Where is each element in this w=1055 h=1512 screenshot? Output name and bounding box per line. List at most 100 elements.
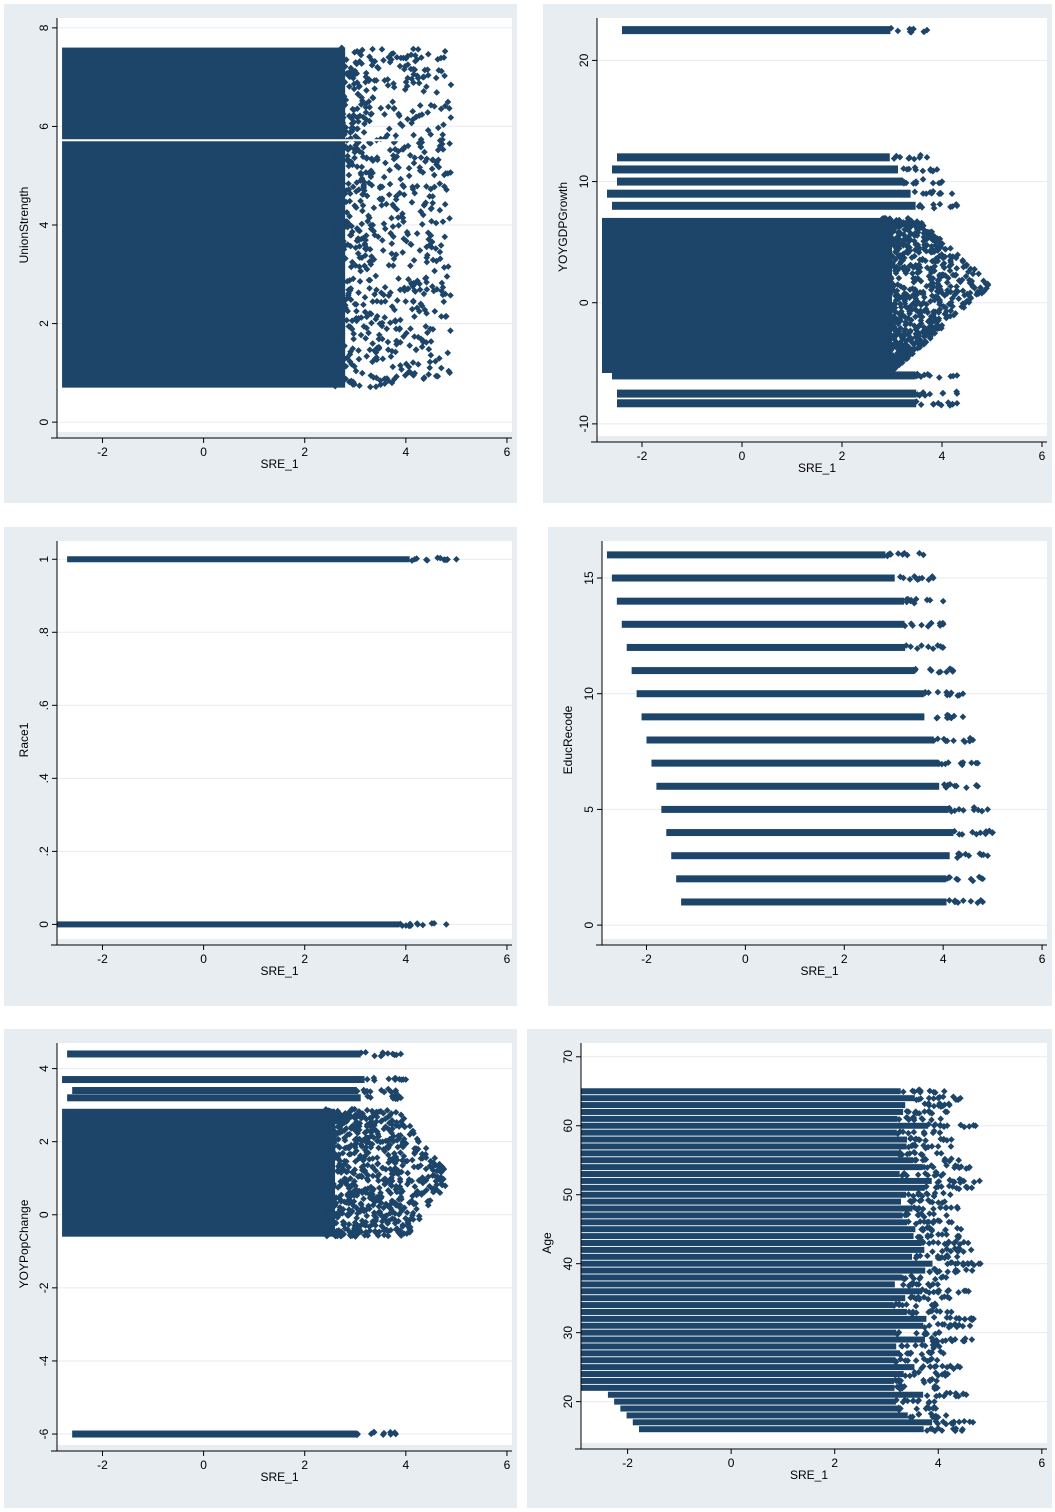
data-point xyxy=(354,1205,361,1213)
data-point xyxy=(369,358,376,366)
data-point xyxy=(337,359,345,367)
data-point xyxy=(388,303,396,310)
data-point xyxy=(385,1126,393,1133)
data-point xyxy=(903,1342,911,1350)
data-point xyxy=(968,1267,976,1274)
y-tick-label: 2 xyxy=(37,320,51,327)
data-band xyxy=(581,1253,913,1260)
data-point xyxy=(422,1177,430,1184)
data-point xyxy=(391,145,399,153)
data-point xyxy=(363,265,371,273)
data-point xyxy=(916,154,923,161)
data-point xyxy=(893,344,901,352)
data-point xyxy=(418,220,426,228)
data-point xyxy=(939,389,947,397)
data-point xyxy=(383,200,390,208)
data-point xyxy=(354,90,362,98)
data-point xyxy=(978,807,986,815)
data-point xyxy=(438,313,445,320)
data-point xyxy=(352,301,360,308)
data-point xyxy=(942,1412,950,1419)
data-point xyxy=(949,1425,957,1433)
data-point xyxy=(384,1232,392,1240)
data-point xyxy=(329,1213,337,1220)
data-point xyxy=(882,295,890,303)
data-point xyxy=(370,1209,378,1217)
data-point xyxy=(404,1219,412,1226)
data-point xyxy=(385,53,393,61)
data-point xyxy=(404,1180,411,1188)
data-point xyxy=(934,714,941,721)
data-point xyxy=(335,104,342,112)
data-point xyxy=(392,1122,400,1129)
data-point xyxy=(370,1428,378,1436)
data-point xyxy=(378,1212,385,1220)
data-band xyxy=(581,1164,923,1171)
data-band xyxy=(581,1115,898,1122)
data-point xyxy=(371,58,379,65)
data-point xyxy=(898,1342,906,1350)
data-point xyxy=(348,222,355,230)
data-point xyxy=(379,237,386,244)
data-point xyxy=(328,1123,336,1130)
data-point xyxy=(936,1392,943,1399)
data-band xyxy=(72,1430,357,1438)
data-point xyxy=(399,1223,407,1230)
data-point xyxy=(355,1108,363,1115)
data-point xyxy=(431,183,438,191)
data-point xyxy=(394,1143,402,1151)
data-point xyxy=(957,1121,965,1129)
data-point xyxy=(955,1418,963,1426)
data-point xyxy=(357,1049,365,1057)
data-point xyxy=(903,1350,911,1357)
data-point xyxy=(977,829,984,837)
data-point xyxy=(422,323,430,330)
data-point xyxy=(349,275,357,283)
data-point xyxy=(924,1252,931,1260)
data-point xyxy=(974,782,982,790)
data-point xyxy=(390,1133,397,1140)
data-point xyxy=(364,1161,371,1169)
data-point xyxy=(930,1210,938,1218)
data-point xyxy=(346,1130,353,1138)
data-point xyxy=(369,45,376,53)
data-point xyxy=(955,1392,962,1400)
scatter-plot: 0 2 4 6 8 -2 0 2 4 6 SRE_1 UnionStrength xyxy=(17,18,512,471)
data-point xyxy=(390,255,398,263)
data-point xyxy=(916,1197,924,1205)
data-point xyxy=(393,54,401,61)
chart-panel-race1: 0 .2 .4 .6 .8 1 -2 0 2 4 6 SRE_1 Race1 xyxy=(4,527,517,1006)
data-point xyxy=(436,355,443,362)
y-tick-label: 15 xyxy=(582,571,596,585)
data-point xyxy=(365,139,373,146)
data-point xyxy=(928,1116,935,1124)
data-point xyxy=(348,377,355,385)
data-point xyxy=(334,1142,342,1150)
data-point xyxy=(947,1204,955,1211)
data-point xyxy=(369,1155,377,1162)
data-point xyxy=(946,1389,954,1397)
data-point xyxy=(919,1205,927,1213)
data-point xyxy=(358,220,366,228)
data-point xyxy=(410,79,417,87)
data-point xyxy=(970,283,978,291)
data-point xyxy=(348,317,356,325)
data-point xyxy=(930,204,938,212)
data-point xyxy=(356,254,364,261)
data-point xyxy=(373,1137,381,1145)
data-point xyxy=(926,1363,934,1370)
data-band xyxy=(581,1095,915,1102)
chart-panel-yoypopchange: -6 -4 -2 0 2 4 -2 0 2 4 6 SRE_1 YOYPopChange xyxy=(4,1029,517,1508)
data-point xyxy=(332,80,340,87)
data-point xyxy=(947,373,954,380)
data-point xyxy=(920,1293,928,1301)
data-point xyxy=(893,331,900,339)
data-point xyxy=(982,828,990,835)
data-point xyxy=(894,217,901,225)
data-point xyxy=(944,781,952,789)
data-point xyxy=(918,203,926,211)
data-point xyxy=(397,1132,404,1139)
data-point xyxy=(974,759,982,767)
data-point xyxy=(899,284,907,292)
x-axis-title: SRE_1 xyxy=(800,964,838,978)
